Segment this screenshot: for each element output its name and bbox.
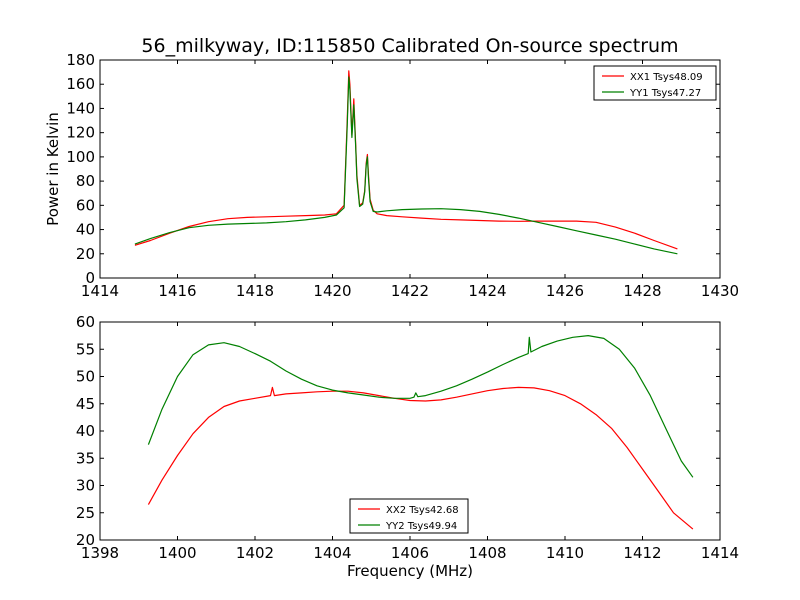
legend-box (349, 498, 469, 534)
y-tick-label: 50 (76, 368, 95, 386)
x-tick-label: 1406 (391, 544, 429, 562)
x-tick-label: 1402 (236, 544, 274, 562)
y-tick-label: 25 (76, 504, 95, 522)
legend-box (593, 65, 717, 101)
y-tick-label: 160 (66, 75, 95, 93)
x-tick-label: 1408 (468, 544, 506, 562)
series-line-2 (147, 335, 694, 478)
legend-entry: XX2 Tsys42.68 (386, 505, 459, 516)
x-tick-label: 1398 (81, 544, 119, 562)
y-tick-label: 0 (85, 269, 95, 287)
x-tick-label: 1422 (391, 282, 429, 300)
y-tick-label: 45 (76, 395, 95, 413)
x-tick-label: 1418 (236, 282, 274, 300)
y-tick-label: 140 (66, 99, 95, 117)
y-tick-label: 20 (76, 245, 95, 263)
y-tick-label: 100 (66, 148, 95, 166)
y-tick-label: 55 (76, 340, 95, 358)
series-line-1 (147, 386, 694, 530)
x-tick-label: 1428 (623, 282, 661, 300)
x-tick-label: 1430 (701, 282, 739, 300)
x-tick-label: 1420 (313, 282, 351, 300)
series-line-2 (134, 76, 678, 255)
bottom-subplot: 1398 1400 1402 1404 1406 1408 1410 1412 1414 20 25… (76, 313, 739, 580)
x-axis-label: Frequency (MHz) (347, 562, 473, 580)
legend-entry: XX1 Tsys48.09 (630, 72, 703, 83)
y-tick-label: 30 (76, 477, 95, 495)
y-tick-label: 35 (76, 449, 95, 467)
y-tick-label: 80 (76, 172, 95, 190)
y-axis-label: Power in Kelvin (44, 112, 62, 226)
x-tick-label: 1412 (623, 544, 661, 562)
x-tick-label: 1416 (158, 282, 196, 300)
y-tick-label: 120 (66, 124, 95, 142)
y-tick-label: 60 (76, 313, 95, 331)
x-tick-label: 1426 (546, 282, 584, 300)
y-tick-label: 40 (76, 221, 95, 239)
legend-entry: YY2 Tsys49.94 (385, 521, 457, 532)
legend-entry: YY1 Tsys47.27 (629, 88, 701, 99)
x-tick-label: 1400 (158, 544, 196, 562)
x-tick-label: 1424 (468, 282, 506, 300)
x-tick-label: 1414 (701, 544, 739, 562)
y-tick-label: 180 (66, 51, 95, 69)
top-subplot: 1414 1416 1418 1420 1422 1424 1426 1428 1430 0 20 4… (44, 35, 739, 300)
y-tick-label: 20 (76, 531, 95, 549)
x-tick-label: 1404 (313, 544, 351, 562)
x-tick-label: 1414 (81, 282, 119, 300)
y-tick-label: 60 (76, 196, 95, 214)
y-tick-label: 40 (76, 422, 95, 440)
x-tick-label: 1410 (546, 544, 584, 562)
chart-title: 56_milkyway, ID:115850 Calibrated On-sou… (141, 35, 678, 57)
